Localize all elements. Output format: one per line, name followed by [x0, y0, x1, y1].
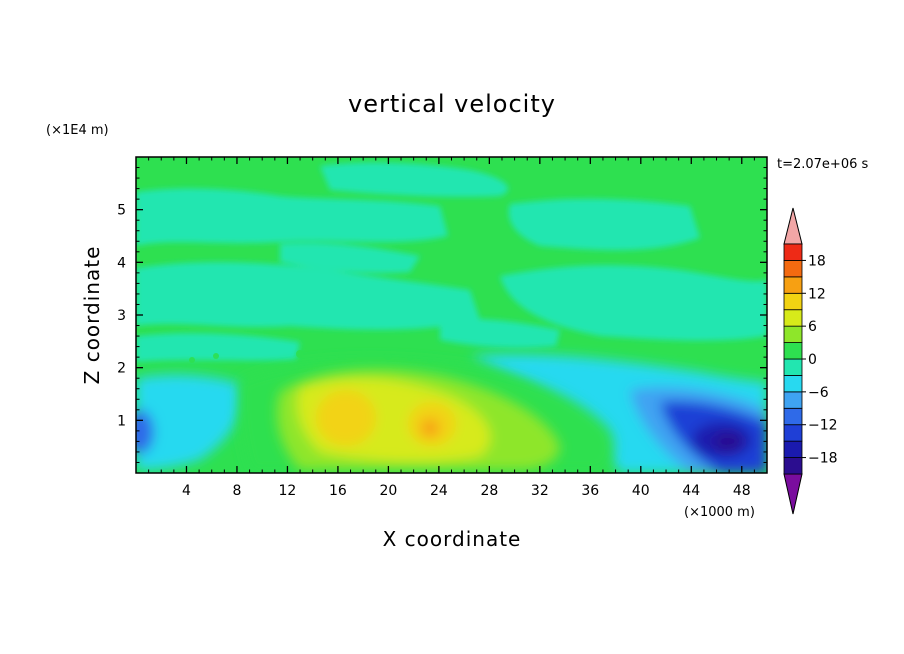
y-tick-label: 2	[117, 361, 126, 377]
colorbar-tick-label: −12	[808, 418, 838, 434]
x-tick-label: 28	[480, 483, 498, 499]
field-negative-left	[136, 374, 243, 470]
colorbar-bin	[783, 358, 803, 376]
colorbar-tick-label: 12	[808, 286, 826, 302]
y-axis-label: Z coordinate	[80, 246, 104, 385]
colorbar-tick-label: 6	[808, 319, 817, 335]
chart-title: vertical velocity	[348, 90, 556, 118]
x-tick-label: 32	[531, 483, 549, 499]
x-tick-label: 48	[733, 483, 751, 499]
colorbar-tick-label: −18	[808, 451, 838, 467]
y-unit-label: (×1E4 m)	[46, 123, 109, 138]
colorbar-bin	[783, 260, 803, 278]
colorbar-bin	[783, 309, 803, 327]
field-interface-waves	[189, 349, 703, 365]
x-tick-label: 16	[329, 483, 347, 499]
x-axis-ticks: 4 8 12 16 20 24 28 32 36 40 44 48	[148, 157, 755, 499]
x-unit-label: (×1000 m)	[684, 505, 755, 520]
colorbar-bin	[783, 325, 803, 343]
colorbar-bin	[783, 457, 803, 475]
colorbar-bin	[783, 424, 803, 442]
x-tick-label: 36	[581, 483, 599, 499]
x-tick-label: 44	[682, 483, 700, 499]
colorbar-bin	[783, 243, 803, 261]
y-tick-label: 4	[117, 255, 126, 271]
y-tick-label: 3	[117, 308, 126, 324]
field-negative-right	[470, 354, 767, 473]
x-tick-label: 20	[379, 483, 397, 499]
colorbar-tick-label: 18	[808, 253, 826, 269]
y-tick-label: 5	[117, 203, 126, 219]
x-tick-label: 4	[182, 483, 191, 499]
field-mint-patches	[136, 162, 767, 362]
x-tick-label: 8	[232, 483, 241, 499]
colorbar-bottom-triangle	[783, 473, 803, 515]
x-tick-label: 12	[279, 483, 297, 499]
time-label: t=2.07e+06 s	[777, 157, 869, 172]
plot-area	[136, 157, 767, 473]
colorbar-bin	[783, 292, 803, 311]
colorbar-bin	[783, 375, 803, 393]
x-tick-label: 40	[632, 483, 650, 499]
colorbar-bin	[783, 342, 803, 360]
colorbar-bin	[783, 407, 803, 426]
colorbar-top-triangle	[783, 207, 803, 245]
y-tick-label: 1	[117, 413, 126, 429]
x-axis-label: X coordinate	[383, 527, 522, 551]
colorbar-bin	[783, 440, 803, 458]
colorbar: 18 12 6 0 −6 −12 −18	[783, 207, 838, 515]
y-axis-ticks: 1 2 3 4 5	[117, 167, 767, 463]
field-positive-core	[276, 369, 560, 470]
colorbar-tick-label: 0	[808, 352, 817, 368]
colorbar-bin	[783, 391, 803, 409]
colorbar-tick-label: −6	[808, 385, 829, 401]
x-tick-label: 24	[430, 483, 448, 499]
colorbar-bin	[783, 276, 803, 294]
